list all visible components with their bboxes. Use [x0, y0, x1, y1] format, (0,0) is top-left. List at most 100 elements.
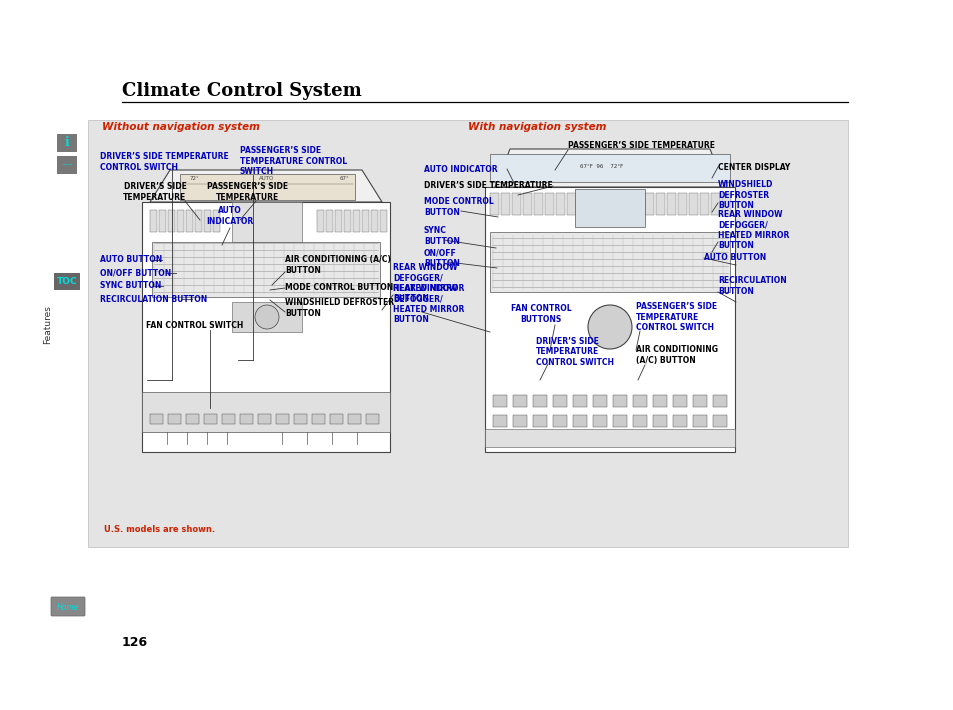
Text: Features: Features — [44, 305, 52, 344]
Bar — [633, 395, 646, 407]
Bar — [142, 202, 390, 452]
Text: WINDSHIELD DEFROSTER
BUTTON: WINDSHIELD DEFROSTER BUTTON — [285, 298, 394, 317]
Bar — [533, 415, 546, 427]
Bar — [180, 174, 355, 200]
Text: SYNC
BUTTON: SYNC BUTTON — [423, 226, 459, 246]
Text: AUTO BUTTON: AUTO BUTTON — [703, 253, 765, 263]
Bar — [344, 210, 351, 232]
Text: Home: Home — [56, 603, 79, 611]
Text: FAN CONTROL SWITCH: FAN CONTROL SWITCH — [146, 322, 243, 330]
Bar — [700, 193, 708, 215]
Text: CENTER DISPLAY: CENTER DISPLAY — [718, 163, 789, 172]
Bar — [692, 415, 706, 427]
Text: MODE CONTROL BUTTON: MODE CONTROL BUTTON — [285, 283, 393, 293]
Text: i: i — [65, 136, 70, 150]
Bar — [652, 395, 666, 407]
Bar — [150, 210, 157, 232]
Text: ON/OFF
BUTTON: ON/OFF BUTTON — [423, 248, 459, 268]
Bar — [312, 414, 325, 424]
Bar — [688, 193, 698, 215]
Bar — [194, 210, 202, 232]
Bar — [500, 193, 510, 215]
Bar — [257, 414, 271, 424]
Bar — [672, 415, 686, 427]
Polygon shape — [495, 149, 724, 187]
Text: DRIVER’S SIDE
TEMPERATURE: DRIVER’S SIDE TEMPERATURE — [123, 182, 187, 202]
Bar — [275, 414, 289, 424]
Bar — [240, 414, 253, 424]
Bar — [613, 395, 626, 407]
Bar — [593, 395, 606, 407]
Bar — [150, 414, 163, 424]
Text: 72°: 72° — [190, 176, 199, 181]
Bar — [484, 187, 734, 452]
Text: With navigation system: With navigation system — [468, 122, 606, 132]
Bar — [666, 193, 676, 215]
Bar — [712, 415, 726, 427]
Bar — [361, 210, 369, 232]
Bar — [204, 210, 211, 232]
Text: PASSENGER’S SIDE
TEMPERATURE
CONTROL SWITCH: PASSENGER’S SIDE TEMPERATURE CONTROL SWI… — [636, 302, 717, 332]
Bar — [222, 414, 234, 424]
Bar — [533, 395, 546, 407]
Text: DRIVER’S SIDE TEMPERATURE: DRIVER’S SIDE TEMPERATURE — [423, 182, 552, 190]
Bar — [186, 210, 193, 232]
Text: AUTO: AUTO — [259, 176, 274, 181]
Bar — [490, 154, 729, 182]
Text: FAN CONTROL
BUTTONS: FAN CONTROL BUTTONS — [510, 305, 571, 324]
Text: PASSENGER’S SIDE
TEMPERATURE CONTROL
SWITCH: PASSENGER’S SIDE TEMPERATURE CONTROL SWI… — [240, 146, 347, 176]
Bar — [490, 232, 729, 292]
Bar — [513, 395, 526, 407]
Bar — [633, 415, 646, 427]
Text: PASSENGER’S SIDE
TEMPERATURE: PASSENGER’S SIDE TEMPERATURE — [207, 182, 288, 202]
Bar — [712, 395, 726, 407]
Text: ON/OFF BUTTON: ON/OFF BUTTON — [100, 268, 172, 278]
Bar — [366, 414, 378, 424]
Bar — [593, 415, 606, 427]
Polygon shape — [150, 170, 381, 202]
FancyBboxPatch shape — [57, 134, 77, 152]
Bar — [316, 210, 324, 232]
Bar — [522, 193, 532, 215]
Bar — [493, 395, 506, 407]
Bar — [692, 395, 706, 407]
Bar — [168, 210, 174, 232]
Bar — [556, 193, 564, 215]
FancyBboxPatch shape — [57, 156, 77, 174]
Bar — [186, 414, 199, 424]
Text: Climate Control System: Climate Control System — [122, 82, 361, 100]
Bar — [553, 415, 566, 427]
Text: RECIRCULATION BUTTON: RECIRCULATION BUTTON — [100, 295, 207, 303]
Bar — [371, 210, 377, 232]
Bar — [168, 414, 181, 424]
Text: REAR WINDOW
DEFOGGER/
HEATED MIRROR
BUTTON: REAR WINDOW DEFOGGER/ HEATED MIRROR BUTT… — [393, 263, 464, 303]
Text: 126: 126 — [122, 635, 148, 648]
Bar — [348, 414, 360, 424]
Text: AUTO INDICATOR: AUTO INDICATOR — [423, 165, 497, 173]
Bar — [326, 210, 333, 232]
Text: AUTO BUTTON: AUTO BUTTON — [100, 256, 162, 265]
Text: DRIVER’S SIDE TEMPERATURE
CONTROL SWITCH: DRIVER’S SIDE TEMPERATURE CONTROL SWITCH — [100, 153, 229, 172]
Bar — [232, 302, 302, 332]
Text: 67°: 67° — [339, 176, 350, 181]
Text: WINDSHIELD
DEFROSTER
BUTTON: WINDSHIELD DEFROSTER BUTTON — [718, 180, 773, 210]
Text: TOC: TOC — [56, 276, 77, 285]
Bar — [213, 210, 220, 232]
Bar — [484, 429, 734, 447]
Text: AIR CONDITIONING
(A/C) BUTTON: AIR CONDITIONING (A/C) BUTTON — [636, 345, 718, 365]
Bar — [232, 202, 302, 242]
Bar — [330, 414, 343, 424]
Bar — [513, 415, 526, 427]
FancyBboxPatch shape — [54, 273, 80, 290]
Bar — [553, 395, 566, 407]
Text: REAR WINDOW
DEFOGGER/
HEATED MIRROR
BUTTON: REAR WINDOW DEFOGGER/ HEATED MIRROR BUTT… — [393, 284, 464, 324]
Bar — [142, 392, 390, 432]
FancyBboxPatch shape — [51, 597, 85, 616]
Bar — [613, 415, 626, 427]
Bar — [379, 210, 387, 232]
Text: RECIRCULATION
BUTTON: RECIRCULATION BUTTON — [718, 276, 786, 295]
Bar — [294, 414, 307, 424]
Bar — [88, 120, 847, 547]
Text: DRIVER’S SIDE
TEMPERATURE
CONTROL SWITCH: DRIVER’S SIDE TEMPERATURE CONTROL SWITCH — [536, 337, 614, 367]
Bar — [575, 189, 644, 227]
